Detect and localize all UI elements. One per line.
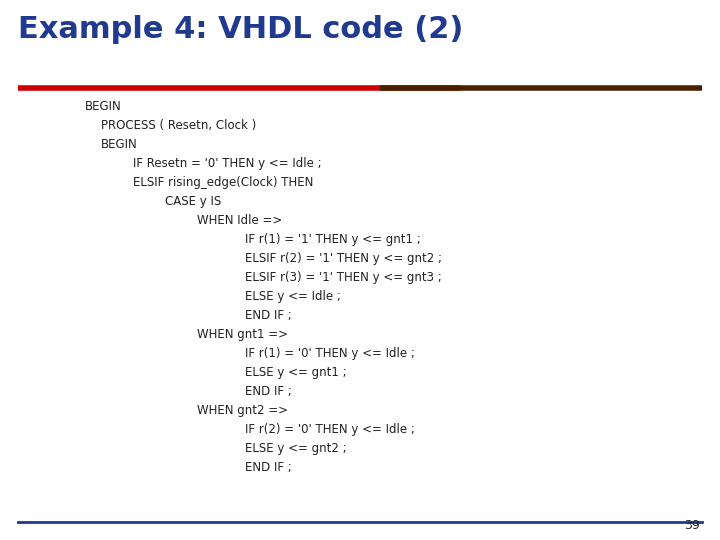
Text: ELSE y <= Idle ;: ELSE y <= Idle ; (245, 290, 341, 303)
Text: WHEN gnt1 =>: WHEN gnt1 => (197, 328, 288, 341)
Text: END IF ;: END IF ; (245, 461, 292, 474)
Text: 39: 39 (684, 519, 700, 532)
Text: ELSE y <= gnt2 ;: ELSE y <= gnt2 ; (245, 442, 346, 455)
Text: ELSIF r(2) = '1' THEN y <= gnt2 ;: ELSIF r(2) = '1' THEN y <= gnt2 ; (245, 252, 442, 265)
Text: END IF ;: END IF ; (245, 385, 292, 398)
Text: BEGIN: BEGIN (101, 138, 138, 151)
Text: PROCESS ( Resetn, Clock ): PROCESS ( Resetn, Clock ) (101, 119, 256, 132)
Text: IF r(2) = '0' THEN y <= Idle ;: IF r(2) = '0' THEN y <= Idle ; (245, 423, 415, 436)
Text: Example 4: VHDL code (2): Example 4: VHDL code (2) (18, 15, 464, 44)
Text: WHEN Idle =>: WHEN Idle => (197, 214, 282, 227)
Text: IF Resetn = '0' THEN y <= Idle ;: IF Resetn = '0' THEN y <= Idle ; (133, 157, 322, 170)
Text: WHEN gnt2 =>: WHEN gnt2 => (197, 404, 288, 417)
Text: ELSIF rising_edge(Clock) THEN: ELSIF rising_edge(Clock) THEN (133, 176, 313, 189)
Text: CASE y IS: CASE y IS (165, 195, 221, 208)
Text: IF r(1) = '0' THEN y <= Idle ;: IF r(1) = '0' THEN y <= Idle ; (245, 347, 415, 360)
Text: ELSE y <= gnt1 ;: ELSE y <= gnt1 ; (245, 366, 346, 379)
Text: IF r(1) = '1' THEN y <= gnt1 ;: IF r(1) = '1' THEN y <= gnt1 ; (245, 233, 420, 246)
Text: ELSIF r(3) = '1' THEN y <= gnt3 ;: ELSIF r(3) = '1' THEN y <= gnt3 ; (245, 271, 442, 284)
Text: BEGIN: BEGIN (85, 100, 122, 113)
Text: END IF ;: END IF ; (245, 309, 292, 322)
